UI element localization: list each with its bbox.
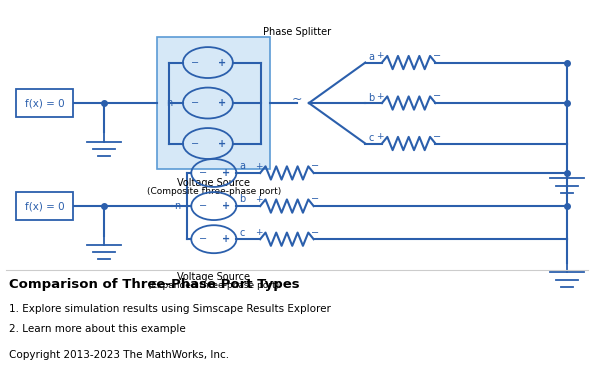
Text: +: + <box>217 98 226 108</box>
Text: Phase Splitter: Phase Splitter <box>263 27 331 37</box>
Text: −: − <box>433 51 441 61</box>
Text: −: − <box>311 161 320 171</box>
Text: +: + <box>222 168 230 178</box>
Text: −: − <box>198 168 207 178</box>
Text: +: + <box>377 92 384 101</box>
Text: b: b <box>239 194 246 205</box>
Text: 1. Explore simulation results using Simscape Results Explorer: 1. Explore simulation results using Sims… <box>9 304 331 314</box>
Text: +: + <box>217 138 226 149</box>
Text: c: c <box>368 133 374 143</box>
Text: −: − <box>191 57 200 68</box>
Text: f(x) = 0: f(x) = 0 <box>25 98 64 108</box>
Text: −: − <box>311 227 320 238</box>
Text: 2. Learn more about this example: 2. Learn more about this example <box>9 324 186 334</box>
Text: −: − <box>433 91 441 102</box>
Text: f(x) = 0: f(x) = 0 <box>25 201 64 211</box>
Text: +: + <box>255 195 262 204</box>
Text: +: + <box>217 57 226 68</box>
Text: −: − <box>191 98 200 108</box>
Text: (Expanded three-phase port): (Expanded three-phase port) <box>148 281 279 290</box>
Text: Voltage Source: Voltage Source <box>178 272 250 282</box>
Text: +: + <box>222 201 230 211</box>
Text: +: + <box>255 162 262 171</box>
Text: n: n <box>166 98 173 108</box>
Text: +: + <box>377 52 384 60</box>
Text: +: + <box>377 132 384 141</box>
Text: Comparison of Three-Phase Port Types: Comparison of Three-Phase Port Types <box>9 278 299 291</box>
Text: n: n <box>174 201 181 211</box>
Text: a: a <box>368 52 374 62</box>
Text: −: − <box>198 234 207 244</box>
Text: +: + <box>255 228 262 237</box>
Text: c: c <box>239 227 245 238</box>
Text: −: − <box>433 132 441 142</box>
FancyBboxPatch shape <box>157 37 270 169</box>
Text: +: + <box>222 234 230 244</box>
Text: −: − <box>311 194 320 205</box>
Text: −: − <box>191 138 200 149</box>
Text: (Composite three-phase port): (Composite three-phase port) <box>147 187 281 196</box>
Text: a: a <box>239 161 245 171</box>
Text: ~: ~ <box>292 93 302 106</box>
Text: −: − <box>198 201 207 211</box>
Text: Voltage Source: Voltage Source <box>178 178 250 188</box>
Text: Copyright 2013-2023 The MathWorks, Inc.: Copyright 2013-2023 The MathWorks, Inc. <box>9 350 229 360</box>
FancyBboxPatch shape <box>16 89 72 117</box>
Text: b: b <box>368 92 375 103</box>
FancyBboxPatch shape <box>16 192 72 220</box>
